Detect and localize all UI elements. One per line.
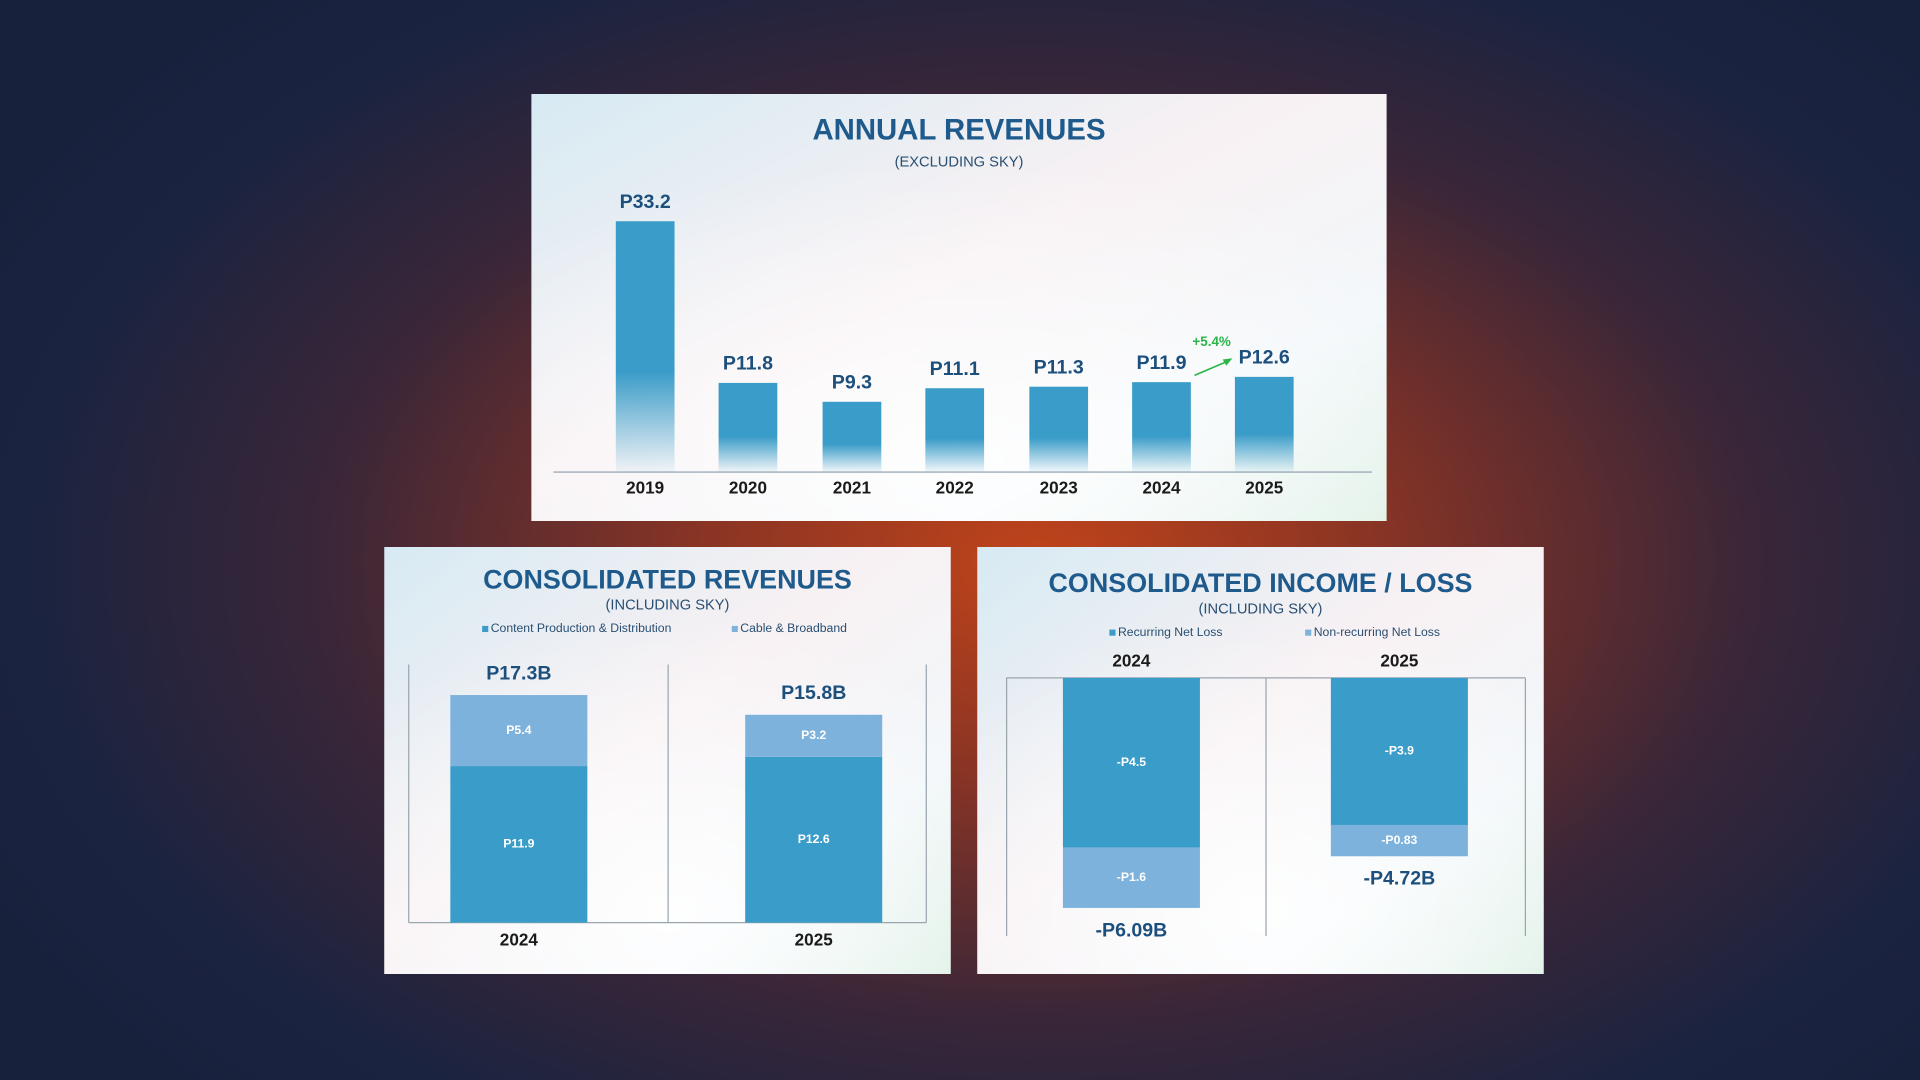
segment-label: -P1.6: [1117, 870, 1146, 884]
chart-subtitle: (EXCLUDING SKY): [895, 154, 1024, 170]
segment-label: P5.4: [506, 723, 531, 737]
bar-segment: [1330, 677, 1468, 825]
bar: [615, 221, 675, 473]
x-tick-label: 2025: [795, 930, 834, 949]
x-tick-label: 2025: [1380, 652, 1419, 671]
x-tick-label: 2019: [626, 479, 664, 498]
legend-swatch: [731, 625, 738, 633]
value-label: P9.3: [832, 372, 872, 394]
bar-segment: [450, 766, 588, 923]
total-label: -P4.72B: [1363, 868, 1435, 890]
x-tick-label: 2025: [1245, 479, 1284, 498]
segment-label: -P4.5: [1117, 755, 1146, 769]
legend-label: Recurring Net Loss: [1118, 625, 1223, 639]
value-label: P11.8: [723, 353, 773, 375]
x-tick-label: 2020: [729, 479, 767, 498]
bar-segment: [745, 756, 883, 923]
value-label: P11.1: [930, 358, 980, 380]
segment-label: -P0.83: [1381, 833, 1417, 847]
segment-label: P3.2: [801, 728, 826, 742]
bar-segment: [1062, 847, 1200, 908]
bar: [718, 382, 778, 473]
value-label: P11.9: [1136, 352, 1186, 374]
legend-swatch: [482, 625, 489, 633]
bar-segment: [1062, 677, 1200, 848]
chart-title: ANNUAL REVENUES: [812, 114, 1105, 147]
segment-label: P12.6: [798, 832, 830, 846]
legend-swatch: [1305, 629, 1312, 636]
consolidated-revenues-panel: CONSOLIDATED REVENUES (INCLUDING SKY) Cont…: [384, 547, 951, 974]
segment-label: -P3.9: [1385, 744, 1414, 758]
x-tick-label: 2024: [1142, 479, 1181, 498]
chart-title: CONSOLIDATED REVENUES: [483, 564, 852, 594]
legend-swatch: [1109, 629, 1116, 636]
bar-segment: [1330, 824, 1468, 857]
annotation-arrowhead: [1222, 358, 1233, 366]
x-tick-label: 2024: [500, 930, 539, 949]
x-tick-label: 2022: [936, 479, 974, 498]
bar: [1029, 386, 1089, 473]
bar-segment: [745, 714, 883, 757]
annotation-arrow: [1194, 359, 1230, 377]
bar-segment: [450, 695, 588, 767]
chart-title: CONSOLIDATED INCOME / LOSS: [1048, 568, 1472, 598]
annotation: +5.4%: [1192, 334, 1231, 349]
x-tick-label: 2023: [1040, 479, 1078, 498]
legend-label: Cable & Broadband: [740, 621, 847, 635]
legend-label: Content Production & Distribution: [491, 621, 672, 635]
bar: [1132, 382, 1191, 473]
total-label: -P6.09B: [1096, 919, 1168, 941]
chart-subtitle: (INCLUDING SKY): [1199, 601, 1323, 617]
value-label: P11.3: [1034, 357, 1084, 379]
x-tick-label: 2024: [1112, 652, 1151, 671]
chart-subtitle: (INCLUDING SKY): [606, 598, 730, 614]
total-label: P15.8B: [781, 682, 846, 704]
value-label: P33.2: [620, 191, 671, 213]
bar: [1234, 376, 1294, 473]
bar: [925, 388, 985, 473]
x-tick-label: 2021: [833, 479, 872, 498]
total-label: P17.3B: [486, 662, 551, 684]
annual-revenues-panel: ANNUAL REVENUES (EXCLUDING SKY) P33.2 2019 P…: [531, 94, 1387, 521]
legend-label: Non-recurring Net Loss: [1314, 625, 1440, 639]
bar: [822, 401, 882, 473]
value-label: P12.6: [1239, 347, 1290, 369]
consolidated-income-panel: CONSOLIDATED INCOME / LOSS (INCLUDING SKY…: [977, 547, 1544, 974]
segment-label: P11.9: [503, 837, 534, 851]
